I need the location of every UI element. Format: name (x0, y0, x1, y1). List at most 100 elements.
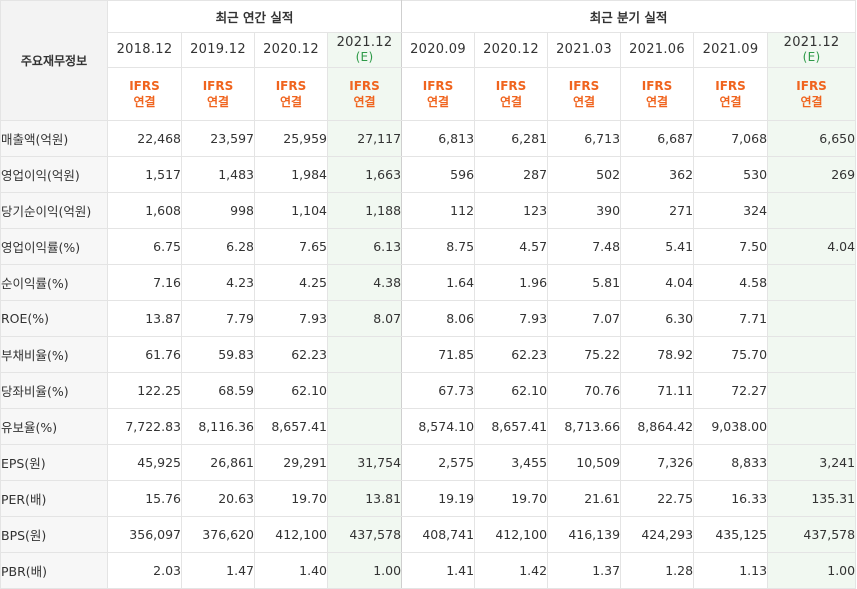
table-cell: 1,517 (107, 156, 182, 193)
table-cell: 390 (547, 192, 622, 229)
accounting-standard: IFRS 연결 (767, 67, 857, 121)
period-header: 2019.12 (181, 32, 255, 68)
row-label: PBR(배) (0, 552, 108, 589)
table-cell: 8,864.42 (620, 408, 695, 445)
table-cell (767, 336, 857, 373)
table-cell: 596 (401, 156, 476, 193)
table-cell: 71.85 (401, 336, 476, 373)
table-cell: 135.31 (767, 480, 857, 517)
table-cell: 23,597 (181, 120, 255, 157)
table-cell: 6,713 (547, 120, 622, 157)
table-cell: 271 (620, 192, 695, 229)
standard-ifrs-label: IFRS (641, 79, 673, 93)
table-cell: 8.07 (326, 300, 403, 337)
table-cell: 1.64 (401, 264, 476, 301)
table-cell: 416,139 (547, 516, 622, 553)
table-cell: 1.28 (620, 552, 695, 589)
table-cell: 19.70 (254, 480, 328, 517)
table-cell: 324 (693, 192, 769, 229)
table-cell: 22,468 (107, 120, 182, 157)
table-row: ROE(%) 13.87 7.79 7.93 8.07 8.06 7.93 7.07 6.30 7… (0, 300, 857, 337)
standard-ifrs-label: IFRS (202, 79, 234, 93)
row-label: 당좌비율(%) (0, 372, 108, 409)
quarterly-results-header: 최근 분기 실적 (401, 0, 857, 33)
row-label: 유보율(%) (0, 408, 108, 445)
table-cell: 7.93 (254, 300, 328, 337)
row-label: EPS(원) (0, 444, 108, 481)
standard-consolidated-label: 연결 (645, 95, 669, 109)
table-cell: 7.65 (254, 228, 328, 265)
table-cell: 7.07 (547, 300, 622, 337)
table-cell: 7,326 (620, 444, 695, 481)
table-row: PBR(배) 2.03 1.47 1.40 1.00 1.41 1.42 1.37 1.28 1.… (0, 552, 857, 589)
table-cell: 1.40 (254, 552, 328, 589)
row-label: 영업이익률(%) (0, 228, 108, 265)
table-row: 당좌비율(%) 122.25 68.59 62.10 67.73 62.10 70.76 71… (0, 372, 857, 409)
period-header: 2020.12 (254, 32, 328, 68)
table-cell: 8,116.36 (181, 408, 255, 445)
table-cell: 269 (767, 156, 857, 193)
table-cell: 62.10 (254, 372, 328, 409)
table-cell: 437,578 (326, 516, 403, 553)
table-cell: 6.13 (326, 228, 403, 265)
accounting-standard: IFRS 연결 (181, 67, 255, 121)
row-label: 부채비율(%) (0, 336, 108, 373)
standard-ifrs-label: IFRS (275, 79, 307, 93)
table-row: 당기순이익(억원) 1,608 998 1,104 1,188 112 123 390 271 3… (0, 192, 857, 229)
table-cell: 2.03 (107, 552, 182, 589)
table-cell: 19.70 (474, 480, 549, 517)
table-cell: 356,097 (107, 516, 182, 553)
table-cell: 7,722.83 (107, 408, 182, 445)
table-cell: 16.33 (693, 480, 769, 517)
table-cell: 8,713.66 (547, 408, 622, 445)
period-label: 2020.12 (263, 42, 319, 57)
annual-results-header: 최근 연간 실적 (106, 0, 403, 33)
standard-consolidated-label: 연결 (353, 95, 376, 109)
standard-ifrs-label: IFRS (495, 79, 527, 93)
table-cell: 70.76 (547, 372, 622, 409)
table-cell: 1,608 (107, 192, 182, 229)
table-cell: 78.92 (620, 336, 695, 373)
table-cell: 29,291 (254, 444, 328, 481)
table-cell: 502 (547, 156, 622, 193)
table-row: EPS(원) 45,925 26,861 29,291 31,754 2,575 3,455… (0, 444, 857, 481)
table-cell: 1.13 (693, 552, 769, 589)
table-cell: 6,281 (474, 120, 549, 157)
table-cell: 6,650 (767, 120, 857, 157)
table-cell: 998 (181, 192, 255, 229)
table-cell: 19.19 (401, 480, 476, 517)
table-row: PER(배) 15.76 20.63 19.70 13.81 19.19 19.70 21.6… (0, 480, 857, 517)
table-cell: 62.23 (254, 336, 328, 373)
table-cell: 75.70 (693, 336, 769, 373)
table-cell: 412,100 (474, 516, 549, 553)
period-label: 2021.12 (336, 35, 393, 50)
table-cell: 13.81 (326, 480, 403, 517)
table-cell: 7.71 (693, 300, 769, 337)
accounting-standard: IFRS 연결 (107, 67, 182, 121)
period-label: 2020.09 (410, 42, 466, 57)
table-cell: 7.93 (474, 300, 549, 337)
standard-ifrs-label: IFRS (568, 79, 600, 93)
row-label: 영업이익(억원) (0, 156, 108, 193)
table-cell: 1.00 (767, 552, 857, 589)
table-cell (326, 372, 403, 409)
table-cell: 62.10 (474, 372, 549, 409)
table-cell: 59.83 (181, 336, 255, 373)
period-header: 2021.12 (E) (326, 32, 403, 68)
period-header: 2021.12 (E) (767, 32, 857, 68)
table-cell: 26,861 (181, 444, 255, 481)
accounting-standard-row: IFRS 연결 IFRS 연결 IFRS 연결 IFRS 연결 IFRS 연결 IFRS 연결 IFRS… (1, 67, 857, 121)
table-cell: 13.87 (107, 300, 182, 337)
table-cell: 7.50 (693, 228, 769, 265)
table-cell: 31,754 (326, 444, 403, 481)
standard-consolidated-label: 연결 (572, 95, 596, 109)
accounting-standard: IFRS 연결 (401, 67, 476, 121)
table-cell: 530 (693, 156, 769, 193)
row-label: PER(배) (0, 480, 108, 517)
table-row: 영업이익(억원) 1,517 1,483 1,984 1,663 596 287 502 362… (0, 156, 857, 193)
table-cell: 7.16 (107, 264, 182, 301)
standard-consolidated-label: 연결 (133, 95, 156, 109)
table-cell: 1,188 (326, 192, 403, 229)
table-cell: 287 (474, 156, 549, 193)
accounting-standard: IFRS 연결 (693, 67, 769, 121)
